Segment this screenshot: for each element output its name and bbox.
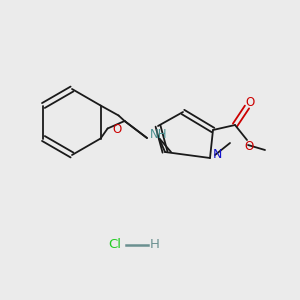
Text: Cl: Cl [109,238,122,251]
Text: N: N [212,148,222,160]
Text: H: H [150,238,160,251]
Text: O: O [112,123,121,136]
Text: O: O [245,95,255,109]
Text: O: O [244,140,253,152]
Text: NH: NH [150,128,167,140]
